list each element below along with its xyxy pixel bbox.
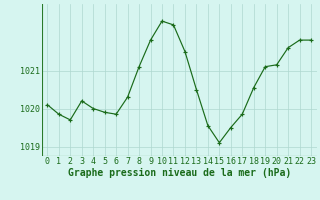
X-axis label: Graphe pression niveau de la mer (hPa): Graphe pression niveau de la mer (hPa): [68, 168, 291, 178]
